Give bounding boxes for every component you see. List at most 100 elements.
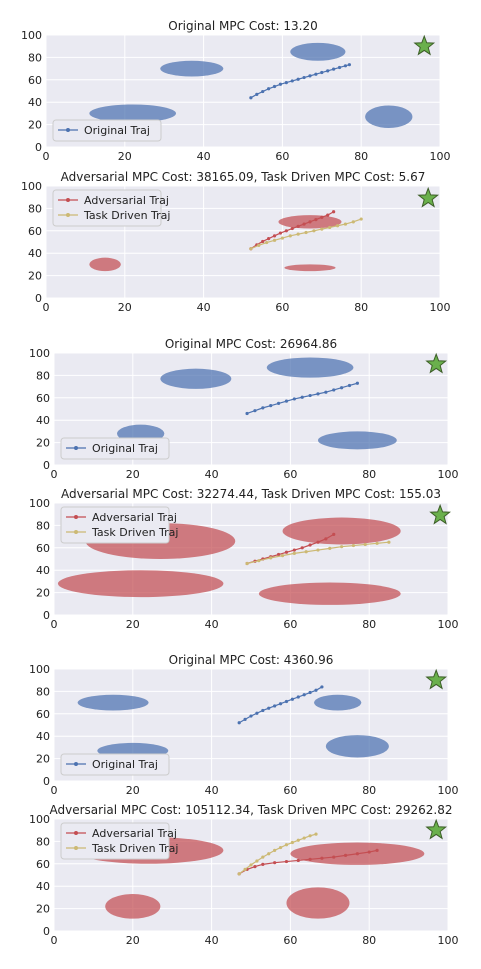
trajectory-point [261, 406, 265, 410]
trajectory-point [272, 84, 277, 89]
trajectory-point [375, 848, 379, 852]
trajectory-point [267, 706, 271, 710]
trajectory-point [288, 234, 292, 238]
legend-label: Adversarial Traj [92, 827, 177, 840]
x-tick-label: 0 [43, 150, 50, 163]
trajectory-point [302, 836, 306, 840]
trajectory-point [237, 872, 241, 876]
trajectory-point [314, 832, 318, 836]
trajectory-point [347, 383, 352, 388]
trajectory-point [312, 229, 316, 233]
x-tick-label: 0 [43, 301, 50, 314]
x-tick-label: 80 [354, 301, 368, 314]
obstacle-ellipse [290, 42, 346, 61]
y-tick-label: 0 [43, 925, 50, 938]
trajectory-point [249, 863, 253, 867]
x-tick-label: 80 [362, 618, 376, 631]
x-tick-label: 100 [430, 150, 451, 163]
obstacle-ellipse [258, 582, 401, 605]
y-tick-label: 100 [21, 29, 42, 42]
x-tick-label: 60 [275, 301, 289, 314]
x-tick-label: 20 [126, 468, 140, 481]
trajectory-point [332, 855, 336, 859]
trajectory-point [332, 388, 336, 392]
trajectory-point [243, 717, 247, 722]
trajectory-point [284, 859, 289, 864]
trajectory-point [269, 556, 273, 560]
x-tick-label: 0 [51, 934, 58, 947]
trajectory-point [343, 64, 348, 68]
x-tick-label: 40 [197, 150, 211, 163]
trajectory-point [261, 239, 265, 244]
trajectory-point [337, 65, 342, 70]
trajectory-point [272, 234, 277, 238]
y-tick-label: 20 [28, 270, 42, 283]
trajectory-point [300, 546, 304, 550]
legend-box [52, 189, 162, 227]
trajectory-point [267, 237, 271, 241]
legend-marker [74, 446, 78, 450]
y-tick-label: 100 [29, 813, 50, 826]
trajectory-point [245, 411, 249, 416]
y-tick-label: 40 [36, 414, 50, 427]
trajectory-point [296, 232, 300, 236]
obstacle-ellipse [317, 431, 397, 450]
legend: Original Traj [52, 119, 162, 142]
legend-box [60, 437, 170, 460]
y-tick-label: 20 [36, 587, 50, 600]
trajectory-point [387, 540, 391, 544]
trajectory-point [320, 227, 324, 231]
x-tick-label: 20 [126, 618, 140, 631]
legend-marker [74, 831, 78, 835]
obstacle-ellipse [284, 264, 336, 272]
y-tick-label: 60 [36, 858, 50, 871]
trajectory-point [292, 551, 296, 556]
x-tick-label: 60 [283, 934, 297, 947]
y-tick-label: 20 [36, 903, 50, 916]
legend-label: Original Traj [92, 758, 158, 771]
trajectory-point [296, 858, 300, 863]
x-tick-label: 40 [205, 618, 219, 631]
trajectory-point [324, 537, 328, 541]
x-tick-label: 0 [51, 784, 58, 797]
trajectory-point [255, 859, 259, 863]
legend-label: Task Driven Traj [91, 842, 178, 855]
obstacle-ellipse [89, 104, 177, 123]
goal-star-icon [425, 818, 448, 840]
legend-marker [66, 213, 70, 217]
x-tick-label: 40 [197, 301, 211, 314]
trajectory-point [296, 77, 300, 81]
x-tick-label: 80 [362, 934, 376, 947]
trajectory-point [255, 92, 259, 96]
trajectory-point [308, 74, 312, 78]
trajectory-point [290, 840, 294, 845]
trajectory-point [278, 231, 283, 235]
chart-panel-5: 0 20 40 60 80 100 0 20 40 60 80 100 Original MPC Cos… [29, 653, 459, 797]
trajectory-point [296, 224, 300, 228]
x-tick-label: 80 [362, 784, 376, 797]
trajectory-point [326, 213, 330, 217]
trajectory-point [328, 225, 332, 230]
chart-panel-2: 0 20 40 60 80 100 0 20 40 60 80 100 Adversarial MPC … [21, 170, 451, 314]
trajectory-point [347, 63, 351, 67]
goal-star-icon [429, 503, 451, 525]
trajectory-point [284, 843, 289, 847]
goal-star-icon [425, 668, 448, 690]
x-tick-label: 100 [430, 301, 451, 314]
x-tick-label: 100 [438, 784, 459, 797]
trajectory-point [261, 862, 265, 866]
trajectory-point [326, 69, 330, 73]
trajectory-point [253, 865, 257, 869]
chart-panel-1: 0 20 40 60 80 100 0 20 40 60 80 100 Original MPC Cos… [21, 19, 451, 163]
trajectory-point [284, 699, 289, 704]
legend: Original Traj [60, 437, 170, 460]
trajectory-point [273, 861, 277, 865]
y-tick-label: 80 [36, 835, 50, 848]
trajectory-point [320, 685, 324, 689]
y-tick-label: 40 [28, 96, 42, 109]
x-tick-label: 80 [362, 468, 376, 481]
x-tick-label: 20 [118, 150, 132, 163]
legend-box [52, 119, 162, 142]
trajectory-point [308, 393, 312, 398]
